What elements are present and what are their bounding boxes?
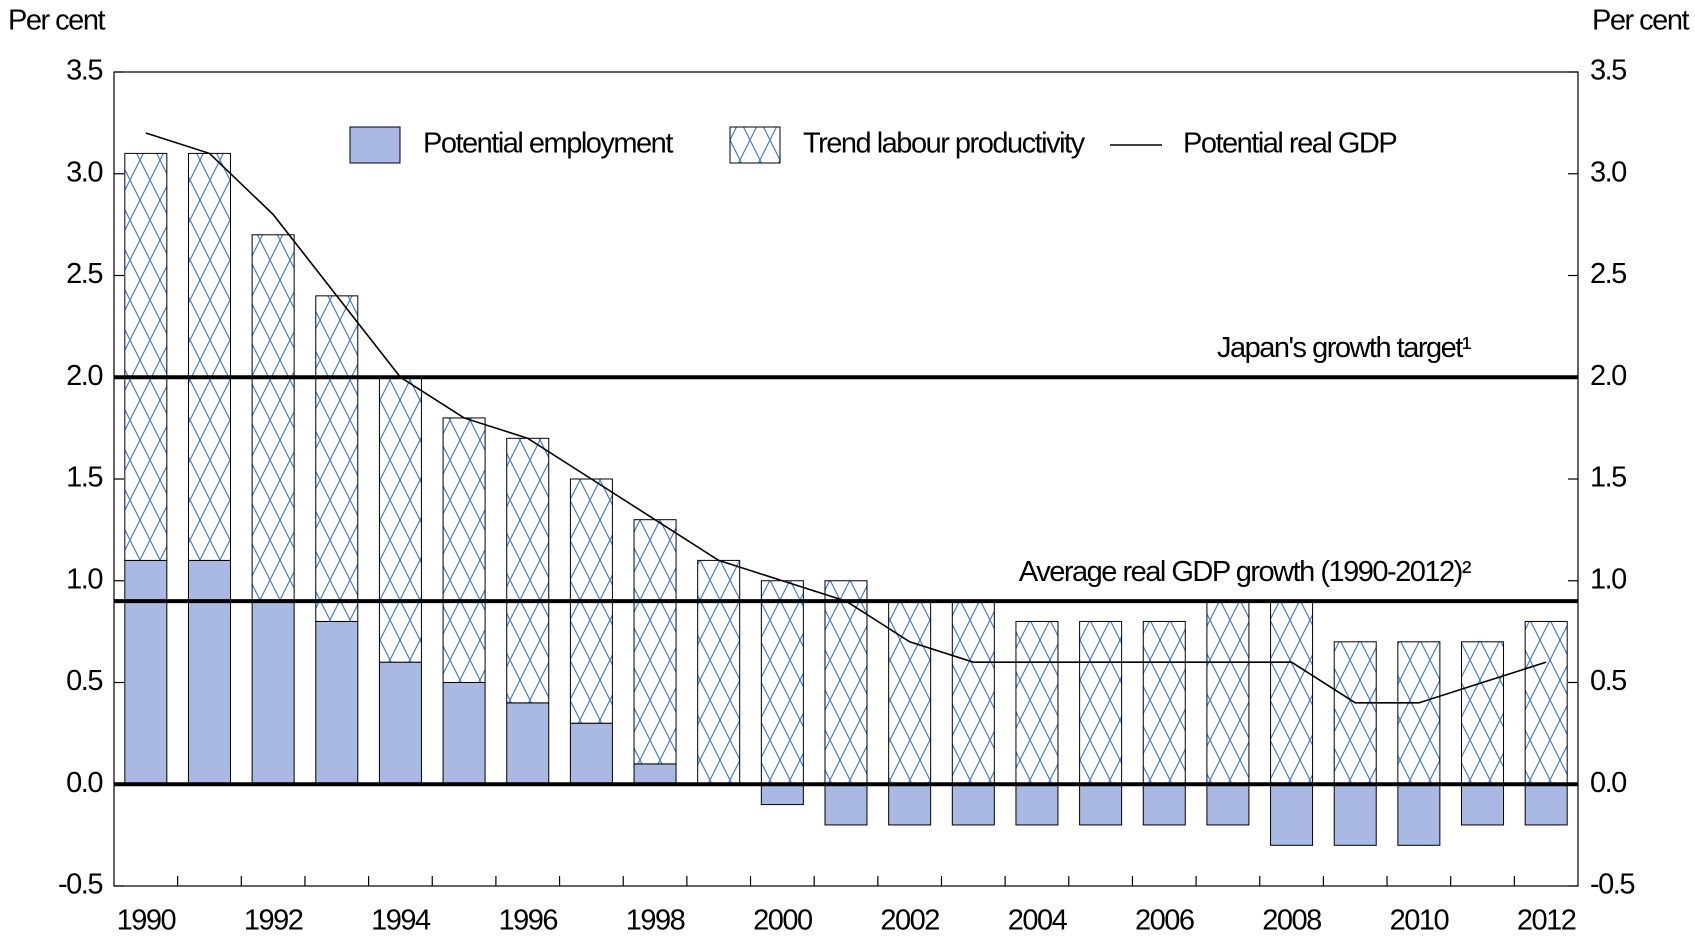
bar-employment [888,783,932,826]
x-tick-label: 2002 [880,905,939,937]
bar-employment [187,559,231,785]
reference-label: Average real GDP growth (1990-2012)² [1019,556,1472,588]
bar-employment [1461,783,1505,826]
y-tick-label: 3.5 [66,55,102,87]
bar-productivity [951,600,995,785]
y-axis-label: Per cent [8,5,105,37]
x-tick-label: 1990 [117,905,176,937]
bar-productivity [506,437,550,704]
bar-employment [1524,783,1568,826]
bar-employment [760,783,804,806]
x-tick-label: 1994 [371,905,431,937]
y2-tick-label: 0.5 [1590,665,1626,697]
reference-label: Japan's growth target¹ [1217,332,1472,364]
bar-employment [1079,783,1123,826]
bar-productivity [442,417,486,683]
bar-productivity [1524,620,1568,785]
y-tick-label: 2.0 [66,360,102,392]
legend-label: Potential employment [423,128,673,160]
bar-employment [824,783,868,826]
y2-tick-label: 0.0 [1590,767,1626,799]
bar-productivity [187,152,231,561]
bar-employment [1270,783,1314,846]
bar-productivity [633,519,677,765]
bar-employment [315,620,359,785]
x-tick-label: 2004 [1008,905,1068,937]
bar-employment [506,702,550,785]
bar-employment [1142,783,1186,826]
y-tick-label: 0.5 [66,665,102,697]
bar-productivity [1397,641,1441,785]
bar-employment [442,682,486,785]
bar-employment [378,661,422,785]
y-tick-label: 0.0 [66,767,102,799]
bar-productivity [1461,641,1505,785]
y2-tick-label: 2.5 [1590,258,1626,290]
bar-employment [1333,783,1377,846]
y-tick-label: 1.0 [66,563,102,595]
bar-productivity [697,559,741,785]
y2-tick-label: 1.5 [1590,462,1626,494]
bar-employment [633,763,677,785]
bar-productivity [1142,620,1186,785]
bar-employment [251,600,295,785]
y2-tick-label: 3.0 [1590,156,1626,188]
bar-employment [1397,783,1441,846]
y-tick-label: 1.5 [66,462,102,494]
y2-tick-label: 3.5 [1590,55,1626,87]
legend-swatch [729,126,781,164]
bar-productivity [1206,600,1250,785]
bar-productivity [315,295,359,622]
bar-employment [124,559,168,785]
y-tick-label: -0.5 [58,869,102,901]
y2-axis-label: Per cent [1592,5,1689,37]
x-tick-label: 2006 [1135,905,1194,937]
x-tick-label: 1992 [244,905,303,937]
legend-label: Trend labour productivity [803,128,1086,160]
bar-employment [1015,783,1059,826]
bar-productivity [824,580,868,785]
bar-productivity [760,580,804,785]
y-tick-label: 2.5 [66,258,102,290]
bar-productivity [1270,600,1314,785]
y-tick-label: 3.0 [66,156,102,188]
bar-productivity [378,376,422,663]
bar-productivity [1333,641,1377,785]
x-tick-label: 1998 [626,905,685,937]
bar-productivity [251,234,295,602]
x-tick-label: 2012 [1517,905,1576,937]
y2-tick-label: 2.0 [1590,360,1626,392]
legend-label: Potential real GDP [1183,128,1396,160]
bar-productivity [1015,620,1059,785]
line-gdp [145,132,1547,704]
y2-tick-label: -0.5 [1590,869,1634,901]
bar-productivity [124,152,168,561]
x-tick-label: 1996 [498,905,557,937]
bar-employment [951,783,995,826]
x-tick-label: 2008 [1262,905,1321,937]
bar-productivity [1079,620,1123,785]
legend-swatch [349,126,401,164]
x-tick-label: 2000 [753,905,812,937]
bar-employment [569,722,613,785]
bar-productivity [888,600,932,785]
x-tick-label: 2010 [1390,905,1449,937]
bar-employment [1206,783,1250,826]
y2-tick-label: 1.0 [1590,563,1626,595]
